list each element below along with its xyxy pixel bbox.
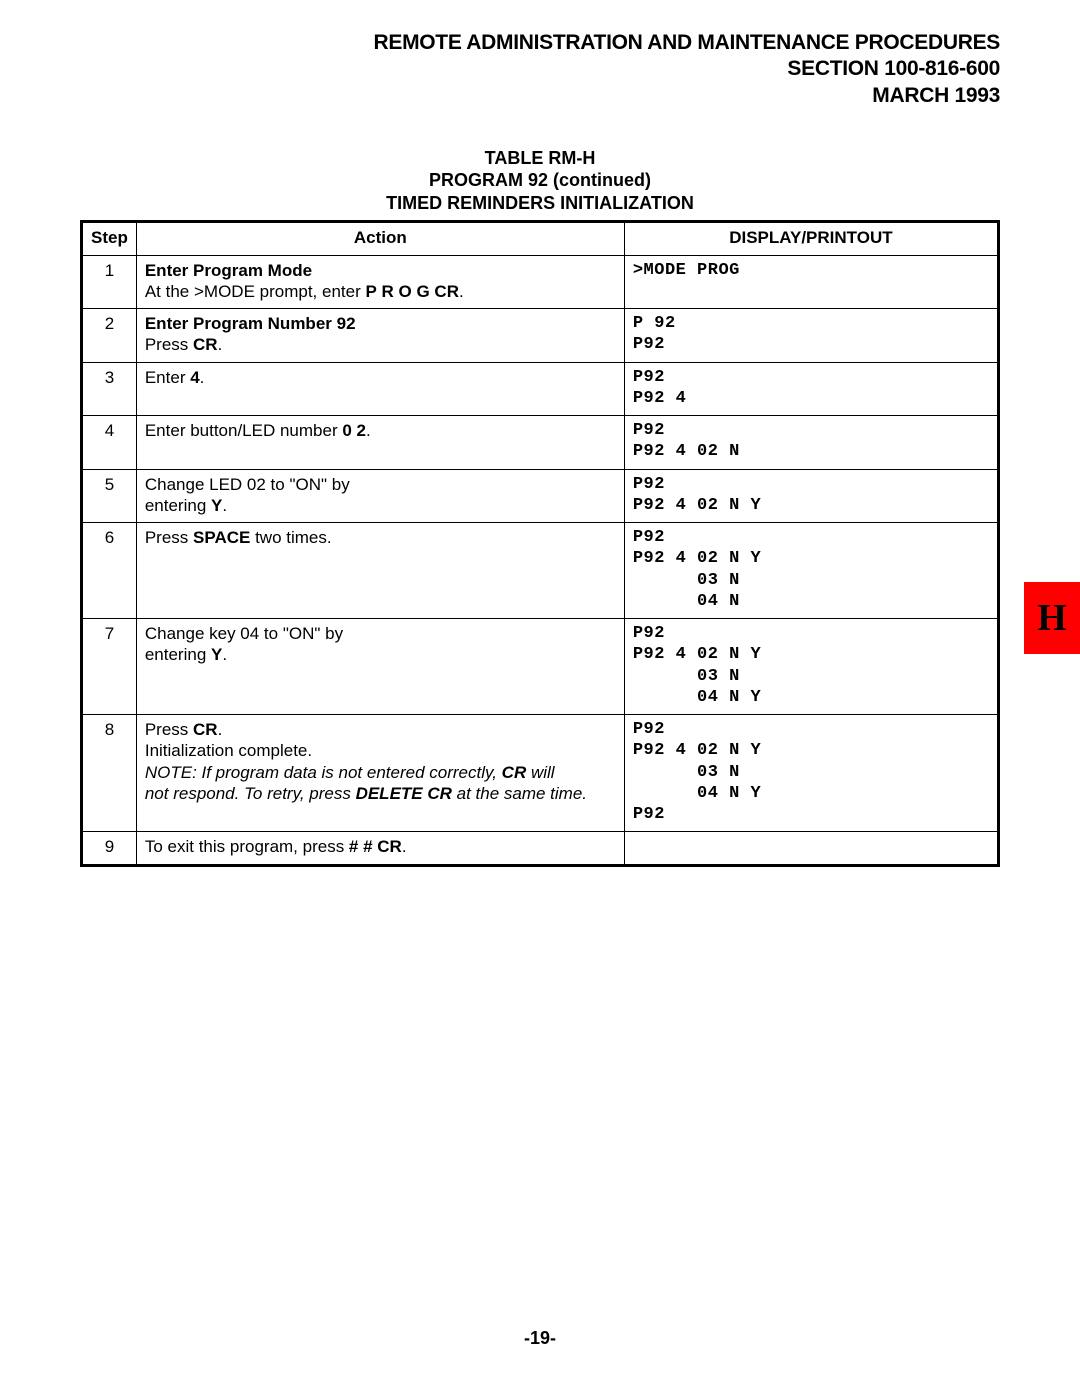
table-caption-line2: PROGRAM 92 (continued) [80, 169, 1000, 192]
display-cell: >MODE PROG [624, 255, 998, 309]
table-row: 8Press CR.Initialization complete.NOTE: … [82, 715, 999, 832]
step-cell: 6 [82, 523, 137, 619]
section-tab: H [1024, 582, 1080, 654]
action-cell: Enter button/LED number 0 2. [136, 416, 624, 470]
table-row: 1Enter Program ModeAt the >MODE prompt, … [82, 255, 999, 309]
action-cell: Enter 4. [136, 362, 624, 416]
step-cell: 7 [82, 619, 137, 715]
display-cell: P 92 P92 [624, 309, 998, 363]
table-body: 1Enter Program ModeAt the >MODE prompt, … [82, 255, 999, 865]
step-cell: 9 [82, 832, 137, 865]
step-cell: 8 [82, 715, 137, 832]
table-row: 5Change LED 02 to "ON" byentering Y.P92 … [82, 469, 999, 523]
display-cell [624, 832, 998, 865]
page-number: -19- [0, 1328, 1080, 1349]
display-cell: P92 P92 4 02 N Y 03 N 04 N Y [624, 619, 998, 715]
table-row: 7Change key 04 to "ON" byentering Y.P92 … [82, 619, 999, 715]
action-cell: Change key 04 to "ON" byentering Y. [136, 619, 624, 715]
action-cell: To exit this program, press # # CR. [136, 832, 624, 865]
header-title: REMOTE ADMINISTRATION AND MAINTENANCE PR… [80, 30, 1000, 56]
step-cell: 3 [82, 362, 137, 416]
table-row: 9To exit this program, press # # CR. [82, 832, 999, 865]
table-caption: TABLE RM-H PROGRAM 92 (continued) TIMED … [80, 147, 1000, 215]
header-date: MARCH 1993 [80, 83, 1000, 109]
table-row: 6Press SPACE two times.P92 P92 4 02 N Y … [82, 523, 999, 619]
action-cell: Enter Program ModeAt the >MODE prompt, e… [136, 255, 624, 309]
procedure-table: Step Action DISPLAY/PRINTOUT 1Enter Prog… [80, 220, 1000, 866]
step-cell: 1 [82, 255, 137, 309]
action-cell: Press CR.Initialization complete.NOTE: I… [136, 715, 624, 832]
table-row: 3Enter 4.P92 P92 4 [82, 362, 999, 416]
action-cell: Enter Program Number 92Press CR. [136, 309, 624, 363]
display-cell: P92 P92 4 [624, 362, 998, 416]
col-display-header: DISPLAY/PRINTOUT [624, 222, 998, 255]
action-cell: Press SPACE two times. [136, 523, 624, 619]
action-cell: Change LED 02 to "ON" byentering Y. [136, 469, 624, 523]
step-cell: 2 [82, 309, 137, 363]
table-caption-line3: TIMED REMINDERS INITIALIZATION [80, 192, 1000, 215]
table-row: 4Enter button/LED number 0 2.P92 P92 4 0… [82, 416, 999, 470]
table-header-row: Step Action DISPLAY/PRINTOUT [82, 222, 999, 255]
table-caption-line1: TABLE RM-H [80, 147, 1000, 170]
step-cell: 5 [82, 469, 137, 523]
display-cell: P92 P92 4 02 N Y 03 N 04 N [624, 523, 998, 619]
table-row: 2Enter Program Number 92Press CR.P 92 P9… [82, 309, 999, 363]
step-cell: 4 [82, 416, 137, 470]
header-section: SECTION 100-816-600 [80, 56, 1000, 82]
col-step-header: Step [82, 222, 137, 255]
display-cell: P92 P92 4 02 N Y 03 N 04 N Y P92 [624, 715, 998, 832]
display-cell: P92 P92 4 02 N [624, 416, 998, 470]
section-tab-letter: H [1037, 596, 1067, 640]
page-header: REMOTE ADMINISTRATION AND MAINTENANCE PR… [80, 30, 1000, 109]
document-page: REMOTE ADMINISTRATION AND MAINTENANCE PR… [0, 0, 1080, 1397]
display-cell: P92 P92 4 02 N Y [624, 469, 998, 523]
col-action-header: Action [136, 222, 624, 255]
